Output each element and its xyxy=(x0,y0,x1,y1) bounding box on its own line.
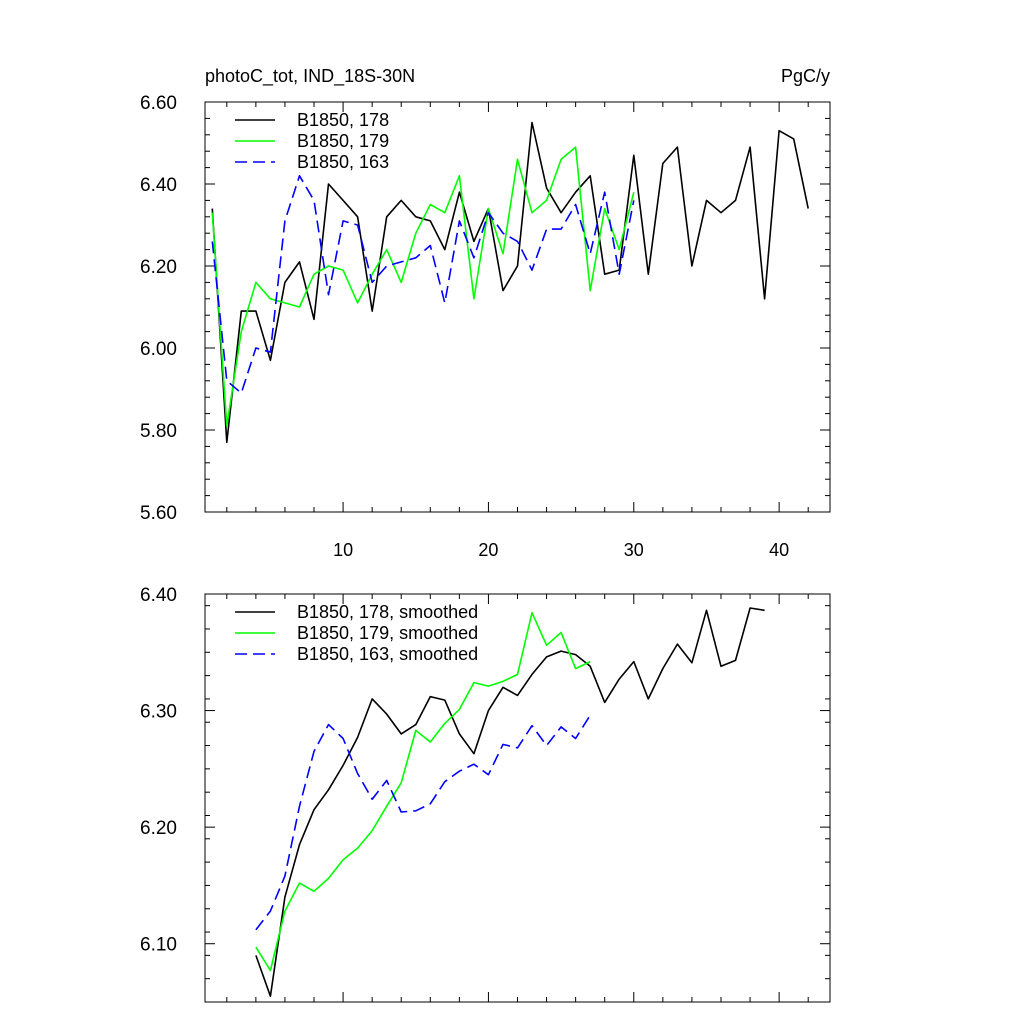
legend-label: B1850, 179, smoothed xyxy=(297,623,478,643)
series-line xyxy=(255,611,591,972)
y-tick-label: 6.40 xyxy=(140,175,177,196)
y-tick-label: 6.30 xyxy=(140,702,177,723)
series-line xyxy=(255,607,765,997)
title-group: photoC_tot, IND_18S-30N PgC/y xyxy=(205,66,830,87)
y-tick-label: 6.00 xyxy=(140,339,177,360)
y-tick-label: 6.20 xyxy=(140,257,177,278)
top-panel: 10 20 30 40 5.60 5.80 6.00 6.20 6.40 6.60 B1850, 1… xyxy=(140,93,831,560)
y-tick-label: 6.60 xyxy=(140,93,177,114)
x-tick-label: 30 xyxy=(624,540,644,560)
legend-label: B1850, 163 xyxy=(297,152,389,172)
legend-label: B1850, 163, smoothed xyxy=(297,644,478,664)
x-tick-label: 20 xyxy=(478,540,498,560)
y-tick-label: 6.10 xyxy=(140,935,177,956)
legend-label: B1850, 179 xyxy=(297,131,389,151)
legend-label: B1850, 178, smoothed xyxy=(297,602,478,622)
y-tick-label: 6.20 xyxy=(140,818,177,839)
y-tick-label: 5.60 xyxy=(140,503,177,524)
series-line xyxy=(211,175,635,394)
legend-label: B1850, 178 xyxy=(297,110,389,130)
y-tick-label: 6.40 xyxy=(140,585,177,606)
series-line xyxy=(211,146,635,427)
chart-units: PgC/y xyxy=(781,66,830,86)
x-tick-label: 40 xyxy=(769,540,789,560)
x-tick-label: 10 xyxy=(333,540,353,560)
y-tick-label: 5.80 xyxy=(140,421,177,442)
series-line xyxy=(211,121,809,444)
chart-title: photoC_tot, IND_18S-30N xyxy=(205,66,415,87)
series-line xyxy=(255,714,591,931)
